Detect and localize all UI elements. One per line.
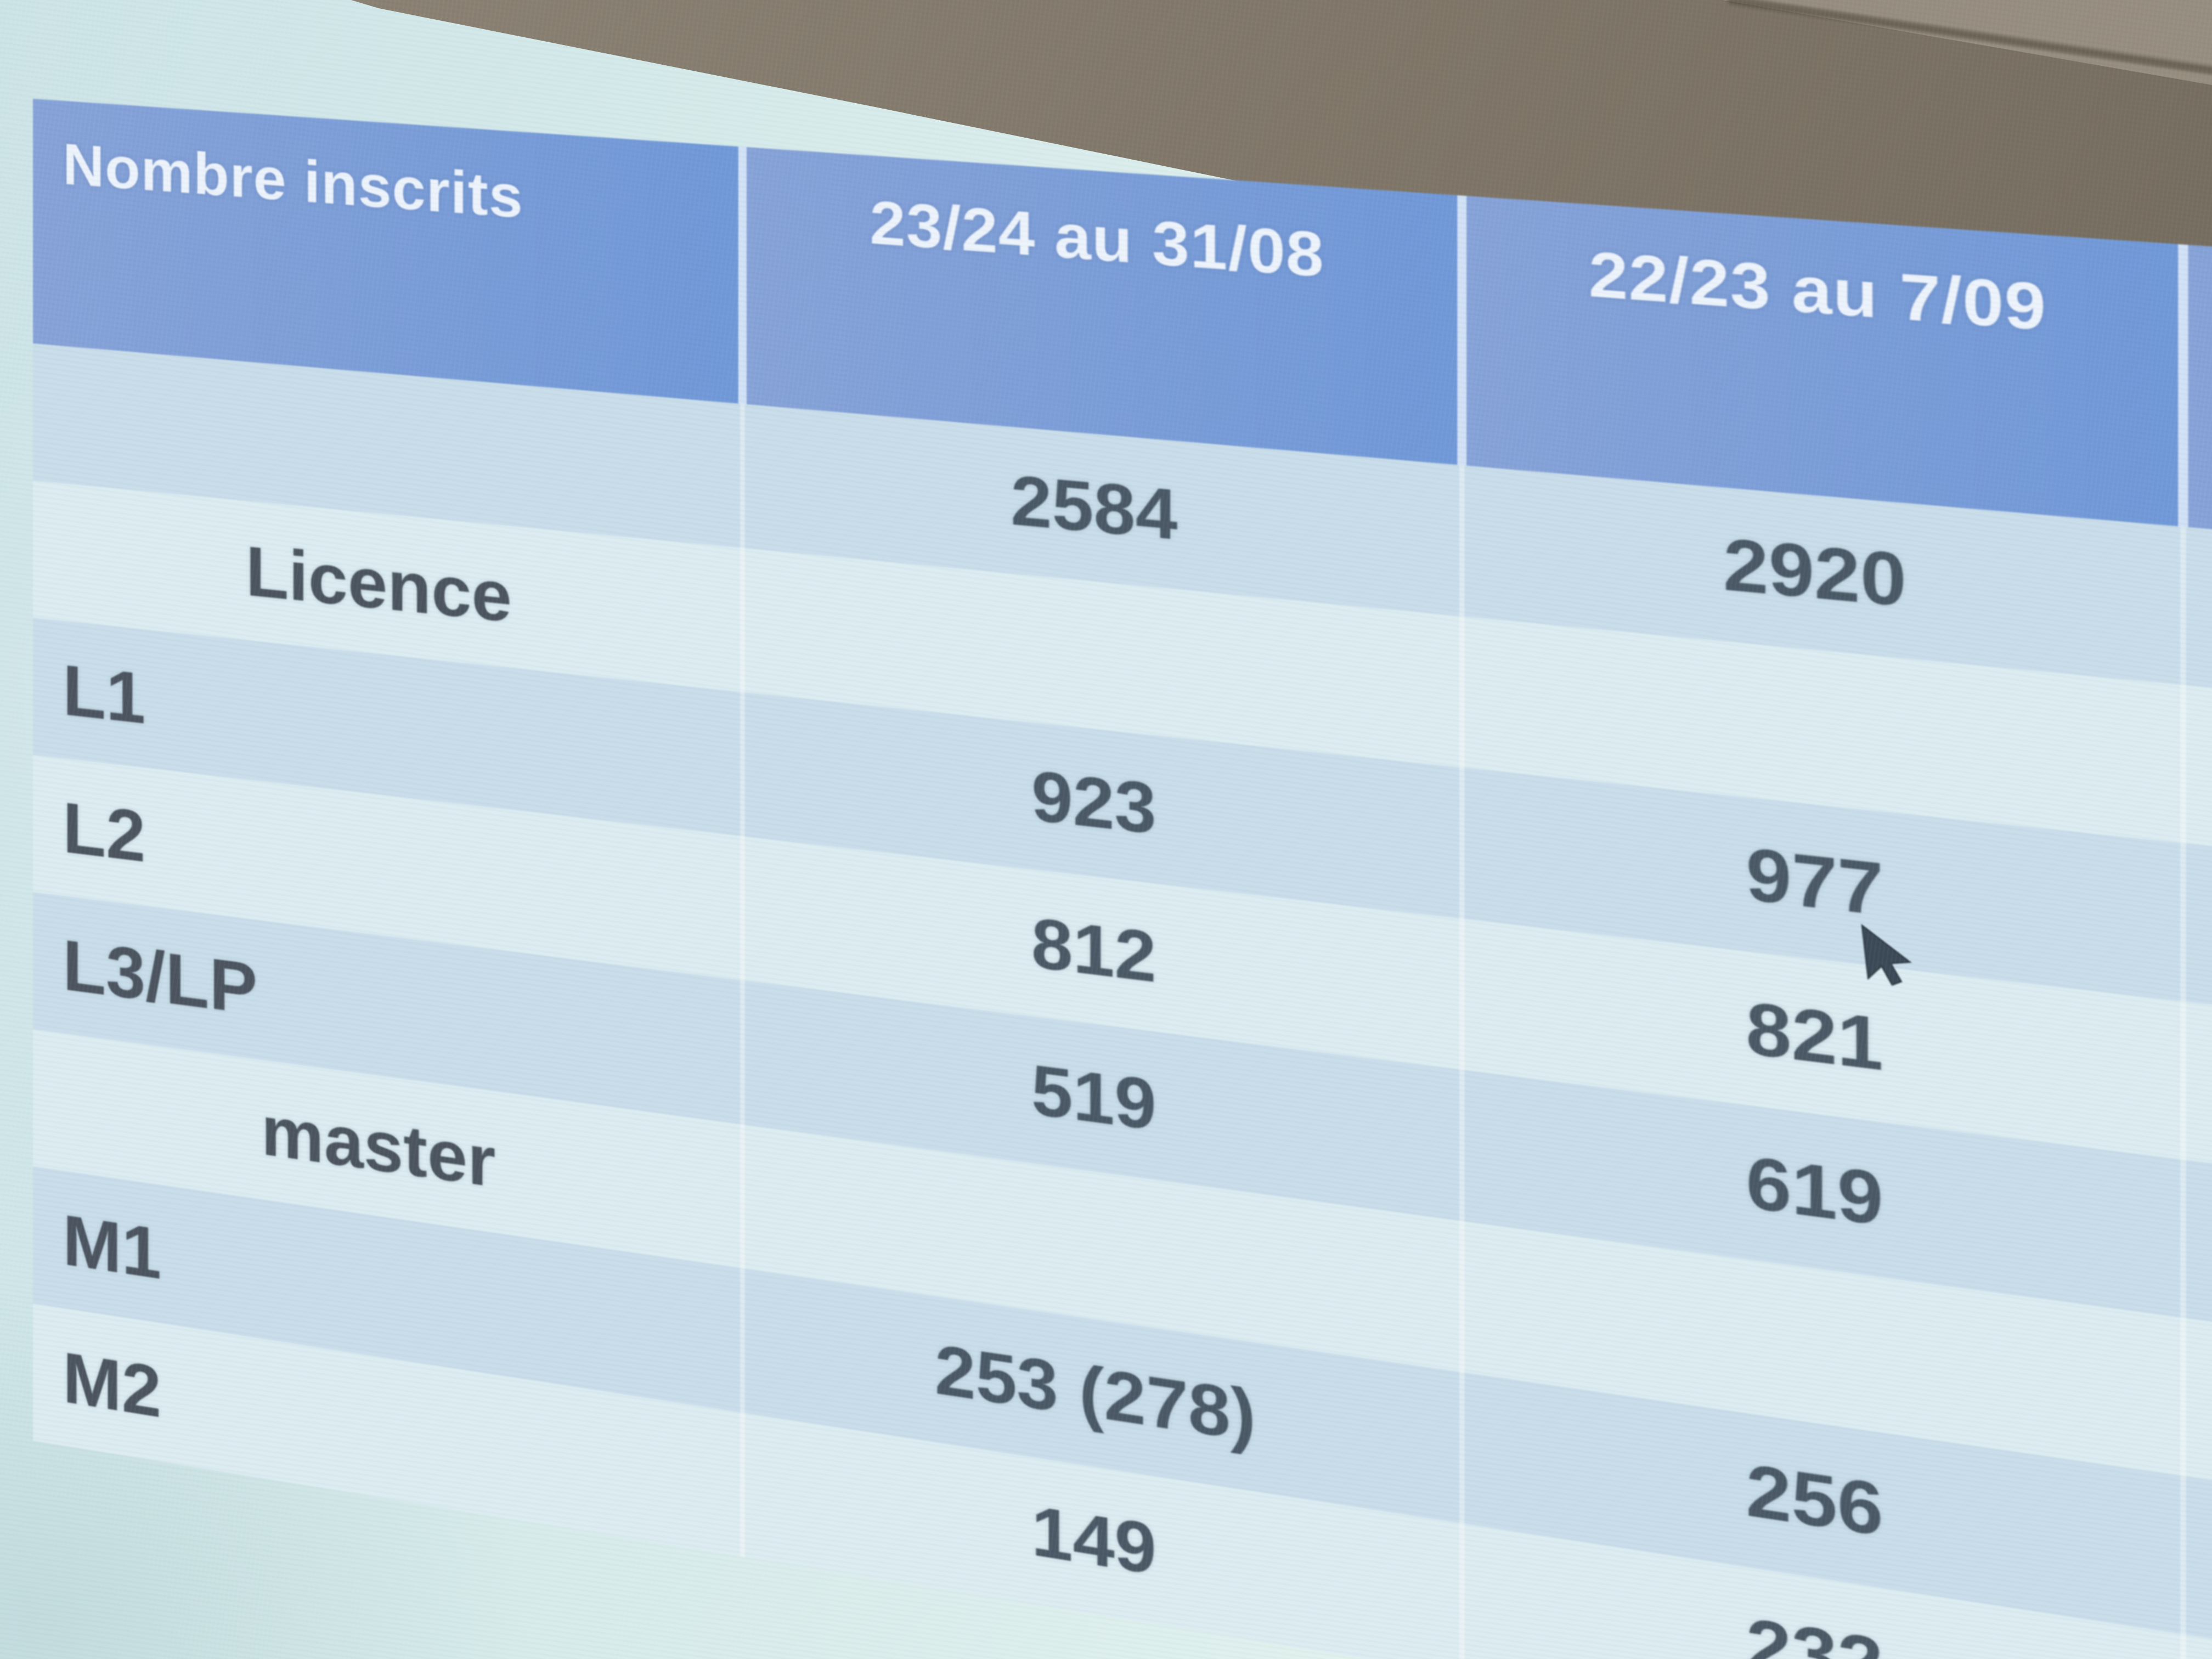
slide-table-wrap: Nombre inscrits 23/24 au 31/08 22/23 au 7/… (33, 99, 2212, 1659)
value-cell: 230 (2183, 1634, 2212, 1659)
mouse-cursor-icon (1852, 923, 1924, 1002)
enrollment-table: Nombre inscrits 23/24 au 31/08 22/23 au 7/… (33, 99, 2212, 1659)
value-cell: 309 (2183, 1476, 2212, 1659)
